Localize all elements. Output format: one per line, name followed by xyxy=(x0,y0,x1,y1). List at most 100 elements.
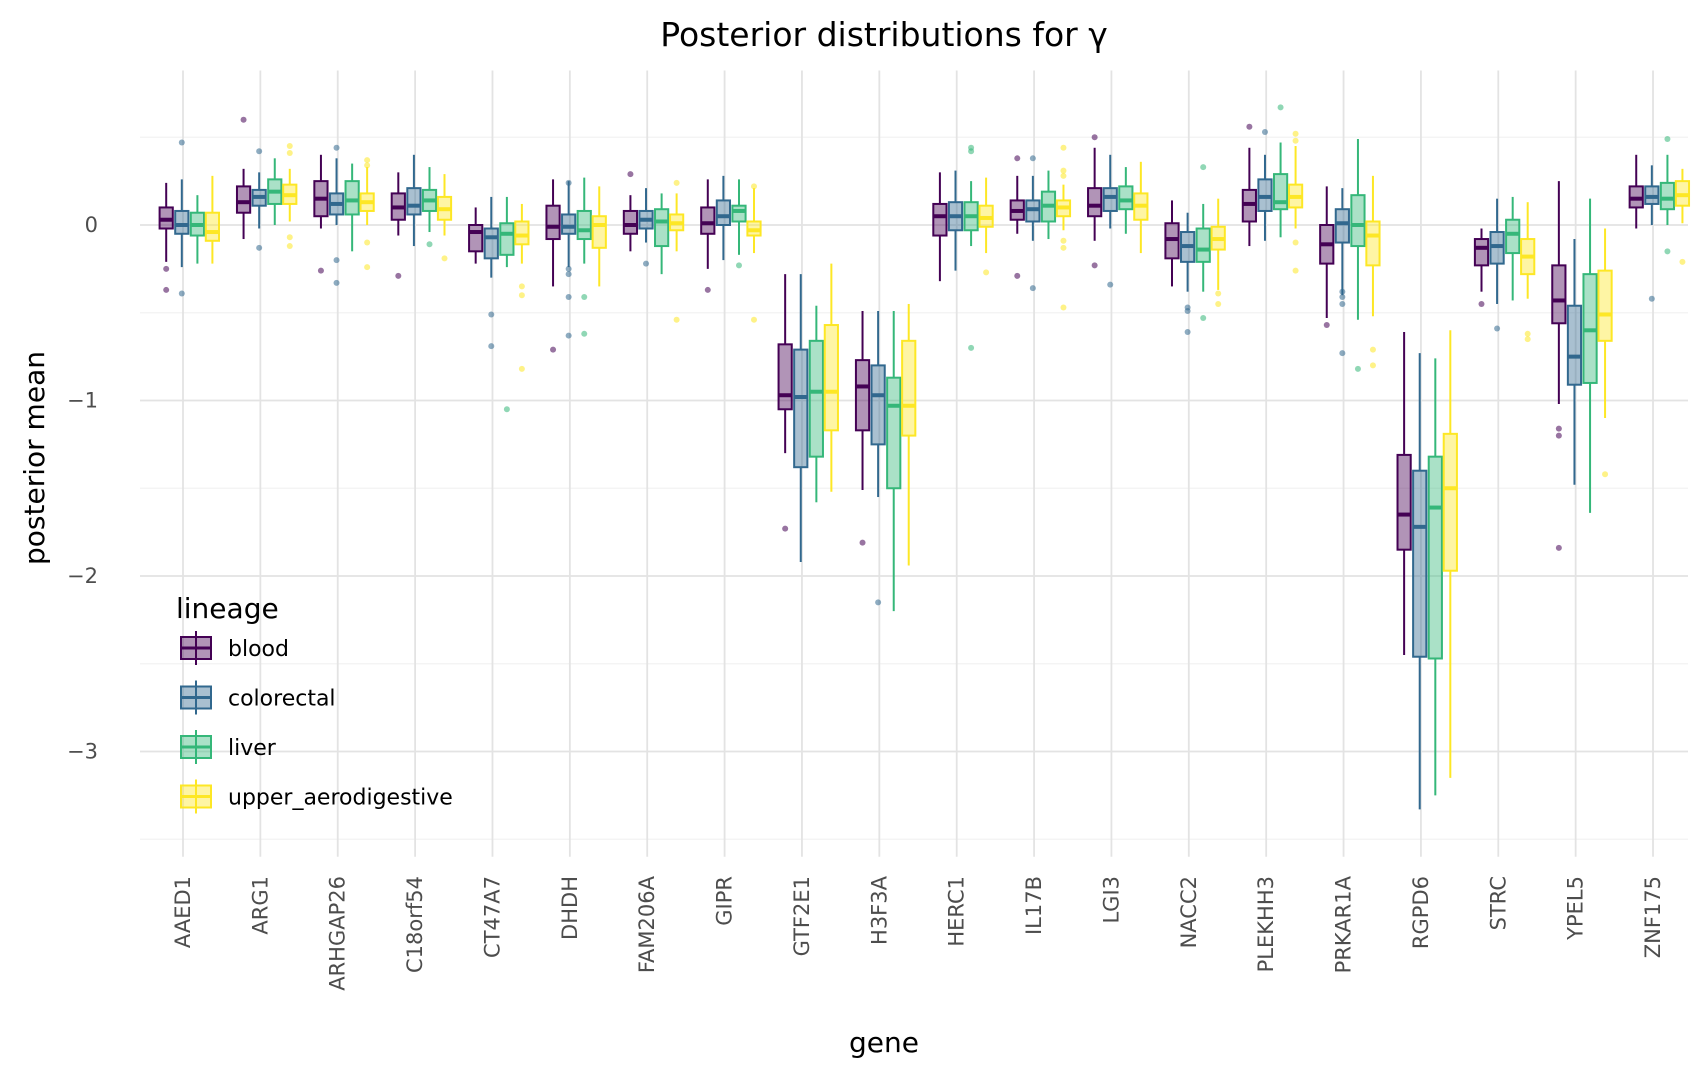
box-blood xyxy=(158,182,174,293)
gene-group xyxy=(932,144,994,351)
box-body xyxy=(1427,455,1443,660)
outlier-point xyxy=(983,269,990,276)
box-colorectal xyxy=(328,144,345,286)
box-blood xyxy=(1164,200,1180,287)
box-body xyxy=(854,359,871,432)
gene-group xyxy=(545,177,607,353)
box-upper_aerodigestive xyxy=(1597,228,1613,478)
box-body xyxy=(235,185,252,214)
box-colorectal xyxy=(251,148,267,251)
box-body xyxy=(1195,227,1211,263)
x-tick-label: ARG1 xyxy=(248,876,272,935)
box-body xyxy=(576,209,592,241)
outlier-point xyxy=(1060,144,1067,151)
x-tick-label: NACC2 xyxy=(1177,876,1201,948)
outlier-point xyxy=(518,365,525,372)
outlier-point xyxy=(1246,123,1253,130)
box-colorectal xyxy=(1257,128,1273,241)
x-tick-label: IL17B xyxy=(1022,876,1046,935)
legend-label: colorectal xyxy=(228,687,336,712)
outlier-point xyxy=(735,262,742,269)
x-tick-label: PLEKHH3 xyxy=(1254,876,1278,972)
legend-key-blood: blood xyxy=(180,631,289,665)
box-body xyxy=(886,376,902,490)
x-tick-labels: AAED1 ARG1 ARHGAP26 C18orf54 CT47A7 DHDH FAM20… xyxy=(171,875,1665,990)
box-body xyxy=(1365,220,1381,267)
box-body xyxy=(514,220,530,246)
gene-group xyxy=(1241,104,1304,274)
box-body xyxy=(1412,469,1428,658)
outlier-point xyxy=(333,144,340,151)
box-blood xyxy=(545,179,561,353)
x-tick-label: GTF2E1 xyxy=(790,876,814,956)
box-upper_aerodigestive xyxy=(204,175,221,264)
box-body xyxy=(1505,218,1521,255)
outlier-point xyxy=(1277,104,1284,111)
box-blood xyxy=(1009,155,1025,279)
box-liver xyxy=(1195,164,1211,322)
outlier-point xyxy=(782,525,789,532)
box-body xyxy=(1551,264,1567,325)
box-upper_aerodigestive xyxy=(591,186,607,287)
gene-group xyxy=(235,116,298,251)
box-body xyxy=(731,204,747,223)
outlier-point xyxy=(317,267,324,274)
gene-group xyxy=(700,175,762,323)
gene-group xyxy=(390,154,453,279)
outlier-point xyxy=(333,279,340,286)
box-upper_aerodigestive xyxy=(1365,175,1381,369)
gene-group xyxy=(1009,144,1072,311)
box-body xyxy=(344,180,360,216)
x-tick-label: RGPD6 xyxy=(1409,876,1433,949)
outlier-point xyxy=(1292,130,1299,137)
outlier-point xyxy=(518,283,525,290)
outlier-point xyxy=(704,286,711,293)
box-colorectal xyxy=(715,175,731,261)
outlier-point xyxy=(581,293,588,300)
outlier-point xyxy=(1060,244,1067,251)
outlier-point xyxy=(1292,137,1299,144)
outlier-point xyxy=(1602,471,1609,478)
box-body xyxy=(1334,208,1350,244)
box-liver xyxy=(808,305,824,503)
gene-group xyxy=(1087,134,1149,288)
gene-group xyxy=(1628,136,1691,302)
legend-label: blood xyxy=(228,637,289,662)
x-axis-label: gene xyxy=(849,1026,919,1059)
box-liver xyxy=(1272,104,1289,238)
x-tick-label: ARHGAP26 xyxy=(326,876,350,991)
outlier-point xyxy=(1339,293,1346,300)
box-colorectal xyxy=(638,188,654,267)
box-body xyxy=(870,364,886,446)
outlier-point xyxy=(163,286,170,293)
grid-lines xyxy=(140,70,1688,857)
outlier-point xyxy=(1494,325,1501,332)
x-tick-label: HERC1 xyxy=(945,876,969,947)
gene-group xyxy=(1473,196,1536,343)
gene-group xyxy=(468,196,530,413)
outlier-point xyxy=(1014,272,1021,279)
box-body xyxy=(654,208,670,248)
outlier-point xyxy=(581,330,588,337)
box-colorectal xyxy=(947,170,964,271)
outlier-point xyxy=(1107,281,1114,288)
outlier-point xyxy=(1029,155,1036,162)
outlier-point xyxy=(256,148,263,155)
gene-group xyxy=(1319,139,1381,372)
box-blood xyxy=(235,116,252,240)
outlier-point xyxy=(178,139,185,146)
outlier-point xyxy=(364,157,371,164)
gene-group xyxy=(622,171,685,323)
legend: lineage blood colorectal liver upper_aerodi… xyxy=(176,592,453,814)
box-blood xyxy=(1551,181,1567,551)
box-upper_aerodigestive xyxy=(823,263,839,492)
outlier-point xyxy=(1060,172,1067,179)
box-liver xyxy=(1659,136,1676,255)
box-upper_aerodigestive xyxy=(746,183,762,323)
outlier-point xyxy=(1091,262,1098,269)
y-tick-labels: 0 −1 −2 −3 xyxy=(67,213,98,764)
x-tick-label: AAED1 xyxy=(171,876,195,948)
box-liver xyxy=(344,163,360,252)
box-body xyxy=(1102,187,1118,212)
